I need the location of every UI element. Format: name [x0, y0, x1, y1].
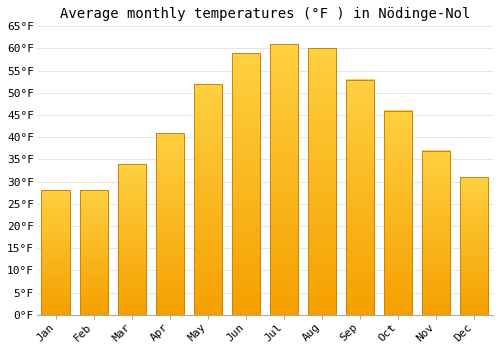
Bar	[384, 111, 412, 315]
Bar	[422, 150, 450, 315]
Bar	[270, 44, 298, 315]
Bar	[118, 164, 146, 315]
Bar	[232, 53, 260, 315]
Bar	[194, 84, 222, 315]
Bar	[460, 177, 488, 315]
Bar	[156, 133, 184, 315]
Bar	[346, 79, 374, 315]
Title: Average monthly temperatures (°F ) in Nödinge-Nol: Average monthly temperatures (°F ) in Nö…	[60, 7, 470, 21]
Bar	[80, 190, 108, 315]
Bar	[308, 48, 336, 315]
Bar	[42, 190, 70, 315]
